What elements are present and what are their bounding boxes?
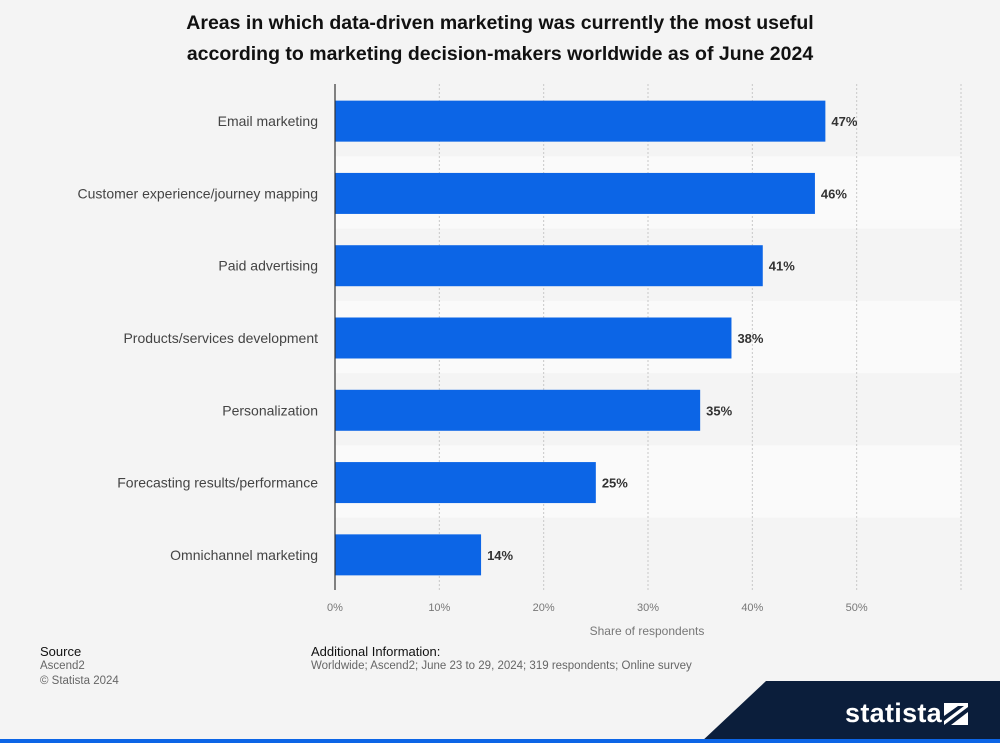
category-label: Products/services development xyxy=(123,330,318,346)
data-label: 25% xyxy=(602,476,628,491)
source-heading: Source xyxy=(40,644,82,659)
category-label: Customer experience/journey mapping xyxy=(78,185,318,201)
bar xyxy=(335,534,482,576)
category-label: Paid advertising xyxy=(218,258,318,274)
bar xyxy=(335,462,596,504)
category-label: Omnichannel marketing xyxy=(170,547,318,563)
chart-title-line-2: according to marketing decision-makers w… xyxy=(186,43,814,65)
data-label: 38% xyxy=(737,331,763,346)
additional-info-block: Additional Information: Worldwide; Ascen… xyxy=(311,644,692,674)
bar xyxy=(335,245,763,287)
source-block: Source Ascend2 © Statista 2024 xyxy=(40,644,119,689)
data-label: 46% xyxy=(821,186,847,201)
labels: 0% 10% 20% 30% 40% 50% Email marketing 47% Custo… xyxy=(78,113,868,614)
bar xyxy=(335,100,826,142)
x-tick-label: 40% xyxy=(741,602,763,614)
additional-info-heading: Additional Information: xyxy=(311,644,441,659)
source-line: Ascend2 xyxy=(40,660,85,672)
category-label: Forecasting results/performance xyxy=(117,475,318,491)
x-tick-label: 10% xyxy=(428,602,450,614)
statista-logo[interactable]: statista xyxy=(845,698,942,728)
x-tick-label: 50% xyxy=(846,602,868,614)
bottom-accent-bar xyxy=(0,739,1000,743)
additional-info-text: Worldwide; Ascend2; June 23 to 29, 2024;… xyxy=(311,660,692,672)
data-label: 35% xyxy=(706,403,732,418)
statista-logo-icon xyxy=(944,703,968,725)
category-label: Email marketing xyxy=(218,113,318,129)
chart-title-line-1: Areas in which data-driven marketing was… xyxy=(186,12,814,34)
bar xyxy=(335,317,732,359)
data-label: 14% xyxy=(487,548,513,563)
bar xyxy=(335,389,701,431)
data-label: 47% xyxy=(831,114,857,129)
x-tick-label: 30% xyxy=(637,602,659,614)
x-tick-label: 0% xyxy=(327,602,343,614)
bar xyxy=(335,172,815,214)
category-label: Personalization xyxy=(222,402,318,418)
bars xyxy=(335,100,826,576)
chart-title: Areas in which data-driven marketing was… xyxy=(60,8,940,70)
x-tick-label: 20% xyxy=(533,602,555,614)
data-label: 41% xyxy=(769,259,795,274)
x-axis-title: Share of respondents xyxy=(590,624,705,638)
copyright-line: © Statista 2024 xyxy=(40,675,119,687)
